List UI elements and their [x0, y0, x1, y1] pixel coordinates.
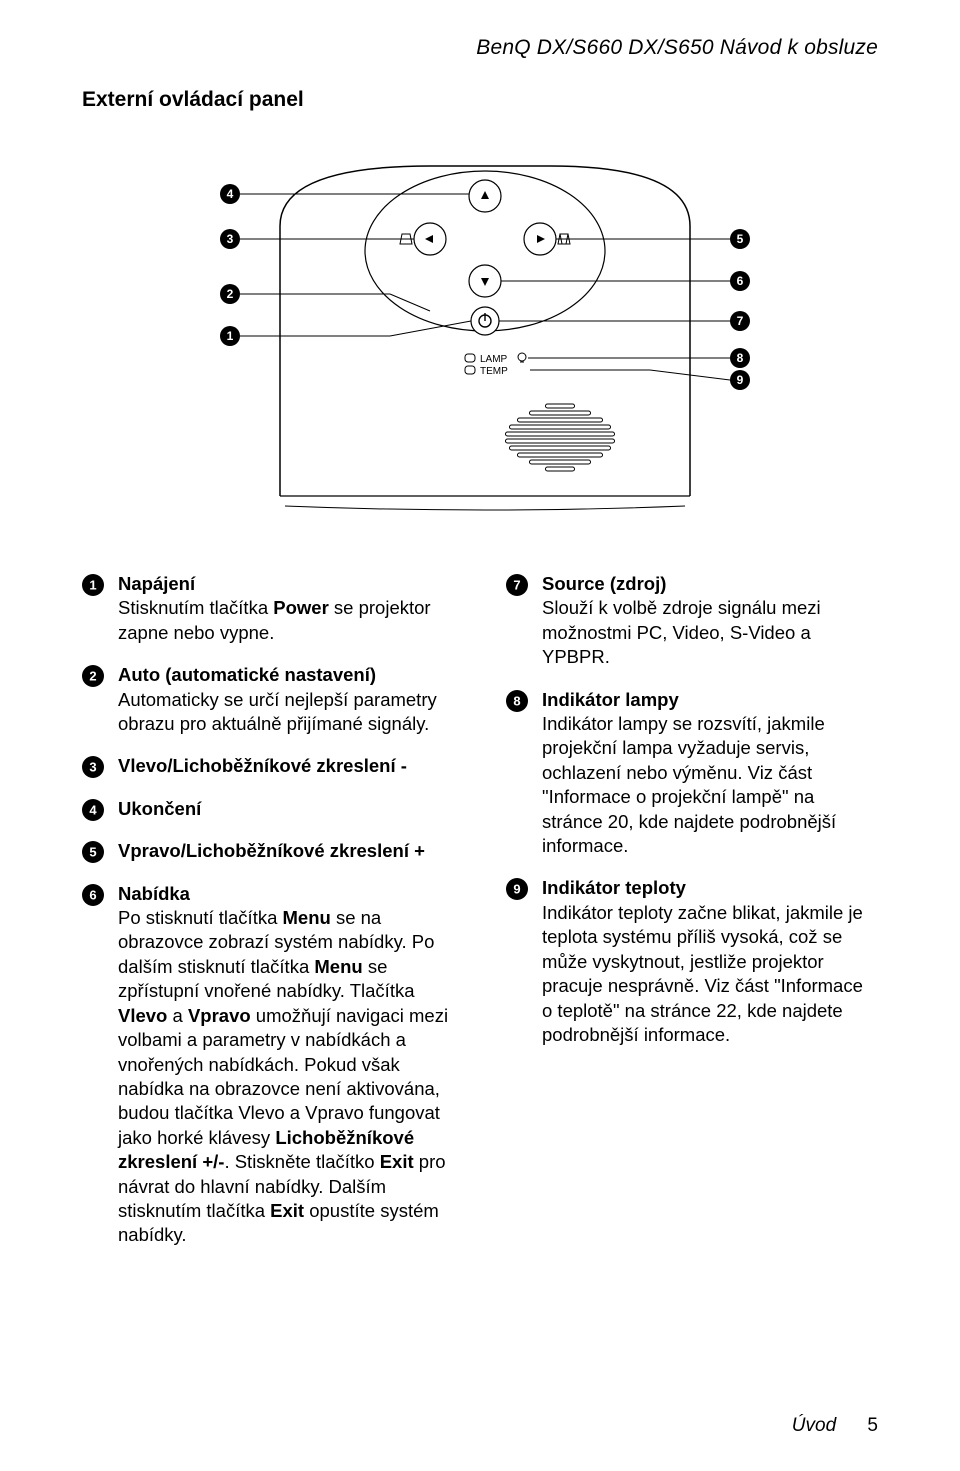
legend-item-6: 6 Nabídka Po stisknutí tlačítka Menu se na…: [82, 882, 454, 1248]
svg-text:LAMP: LAMP: [480, 354, 508, 365]
legend-item-8: 8 Indikátor lampy Indikátor lampy se rozsv…: [506, 688, 878, 859]
footer-page-number: 5: [867, 1415, 878, 1436]
legend-body-8: Indikátor lampy Indikátor lampy se rozsví…: [542, 688, 878, 859]
legend-body-4: Ukončení: [118, 797, 454, 821]
legend-body-9: Indikátor teploty Indikátor teploty začne…: [542, 876, 878, 1047]
control-panel-svg: LAMPTEMP 4 3 2 1 5 6 7 8 9: [130, 136, 830, 526]
svg-text:7: 7: [737, 314, 744, 328]
legend-title-2: Auto (automatické nastavení): [118, 664, 376, 685]
legend-right-column: 7 Source (zdroj) Slouží k volbě zdroje sig…: [506, 572, 878, 1266]
control-panel-diagram: LAMPTEMP 4 3 2 1 5 6 7 8 9: [82, 136, 878, 526]
svg-text:5: 5: [89, 845, 96, 860]
legend-badge-4: 4: [82, 799, 104, 821]
legend-body-7: Source (zdroj) Slouží k volbě zdroje sign…: [542, 572, 878, 670]
legend-badge-8: 8: [506, 690, 528, 712]
legend-text-6: Po stisknutí tlačítka Menu se na obrazov…: [118, 907, 448, 1245]
legend-body-2: Auto (automatické nastavení) Automaticky …: [118, 663, 454, 736]
svg-text:9: 9: [513, 882, 520, 897]
legend-title-6: Nabídka: [118, 883, 190, 904]
legend-columns: 1 Napájení Stisknutím tlačítka Power se pr…: [82, 572, 878, 1266]
legend-item-5: 5 Vpravo/Lichoběžníkové zkreslení +: [82, 839, 454, 863]
legend-left-column: 1 Napájení Stisknutím tlačítka Power se pr…: [82, 572, 454, 1266]
legend-badge-1: 1: [82, 574, 104, 596]
legend-badge-3: 3: [82, 756, 104, 778]
legend-item-2: 2 Auto (automatické nastavení) Automaticky…: [82, 663, 454, 736]
legend-title-7: Source (zdroj): [542, 573, 666, 594]
svg-text:8: 8: [513, 693, 520, 708]
legend-item-1: 1 Napájení Stisknutím tlačítka Power se pr…: [82, 572, 454, 645]
legend-text-8: Indikátor lampy se rozsvítí, jakmile pro…: [542, 713, 836, 856]
svg-text:2: 2: [227, 287, 234, 301]
svg-text:3: 3: [227, 232, 234, 246]
footer-section-name: Úvod: [792, 1415, 836, 1436]
legend-item-3: 3 Vlevo/Lichoběžníkové zkreslení -: [82, 754, 454, 778]
svg-text:2: 2: [89, 669, 96, 684]
svg-text:TEMP: TEMP: [480, 366, 508, 377]
legend-badge-6: 6: [82, 884, 104, 906]
legend-text-7: Slouží k volbě zdroje signálu mezi možno…: [542, 597, 821, 667]
legend-text-2: Automaticky se určí nejlepší parametry o…: [118, 689, 437, 734]
legend-text-1: Stisknutím tlačítka Power se projektor z…: [118, 597, 431, 642]
legend-text-9: Indikátor teploty začne blikat, jakmile …: [542, 902, 863, 1045]
legend-title-8: Indikátor lampy: [542, 689, 679, 710]
svg-text:3: 3: [89, 760, 96, 775]
legend-title-3: Vlevo/Lichoběžníkové zkreslení -: [118, 755, 407, 776]
legend-badge-5: 5: [82, 841, 104, 863]
legend-title-9: Indikátor teploty: [542, 877, 686, 898]
svg-text:1: 1: [89, 578, 96, 593]
legend-badge-2: 2: [82, 665, 104, 687]
legend-badge-7: 7: [506, 574, 528, 596]
svg-text:8: 8: [737, 351, 744, 365]
legend-title-5: Vpravo/Lichoběžníkové zkreslení +: [118, 840, 425, 861]
legend-title-4: Ukončení: [118, 798, 201, 819]
legend-title-1: Napájení: [118, 573, 195, 594]
doc-header: BenQ DX/S660 DX/S650 Návod k obsluze: [82, 36, 878, 60]
legend-body-6: Nabídka Po stisknutí tlačítka Menu se na …: [118, 882, 454, 1248]
section-title: Externí ovládací panel: [82, 88, 878, 112]
svg-text:5: 5: [737, 232, 744, 246]
svg-text:7: 7: [513, 578, 520, 593]
legend-badge-9: 9: [506, 878, 528, 900]
svg-text:4: 4: [89, 802, 97, 817]
legend-item-9: 9 Indikátor teploty Indikátor teploty začn…: [506, 876, 878, 1047]
legend-body-3: Vlevo/Lichoběžníkové zkreslení -: [118, 754, 454, 778]
legend-body-5: Vpravo/Lichoběžníkové zkreslení +: [118, 839, 454, 863]
svg-text:6: 6: [89, 887, 96, 902]
legend-body-1: Napájení Stisknutím tlačítka Power se pro…: [118, 572, 454, 645]
svg-text:1: 1: [227, 329, 234, 343]
legend-item-7: 7 Source (zdroj) Slouží k volbě zdroje sig…: [506, 572, 878, 670]
page-footer: Úvod 5: [792, 1415, 878, 1437]
svg-text:9: 9: [737, 373, 744, 387]
svg-text:4: 4: [227, 187, 234, 201]
legend-item-4: 4 Ukončení: [82, 797, 454, 821]
svg-text:6: 6: [737, 274, 744, 288]
